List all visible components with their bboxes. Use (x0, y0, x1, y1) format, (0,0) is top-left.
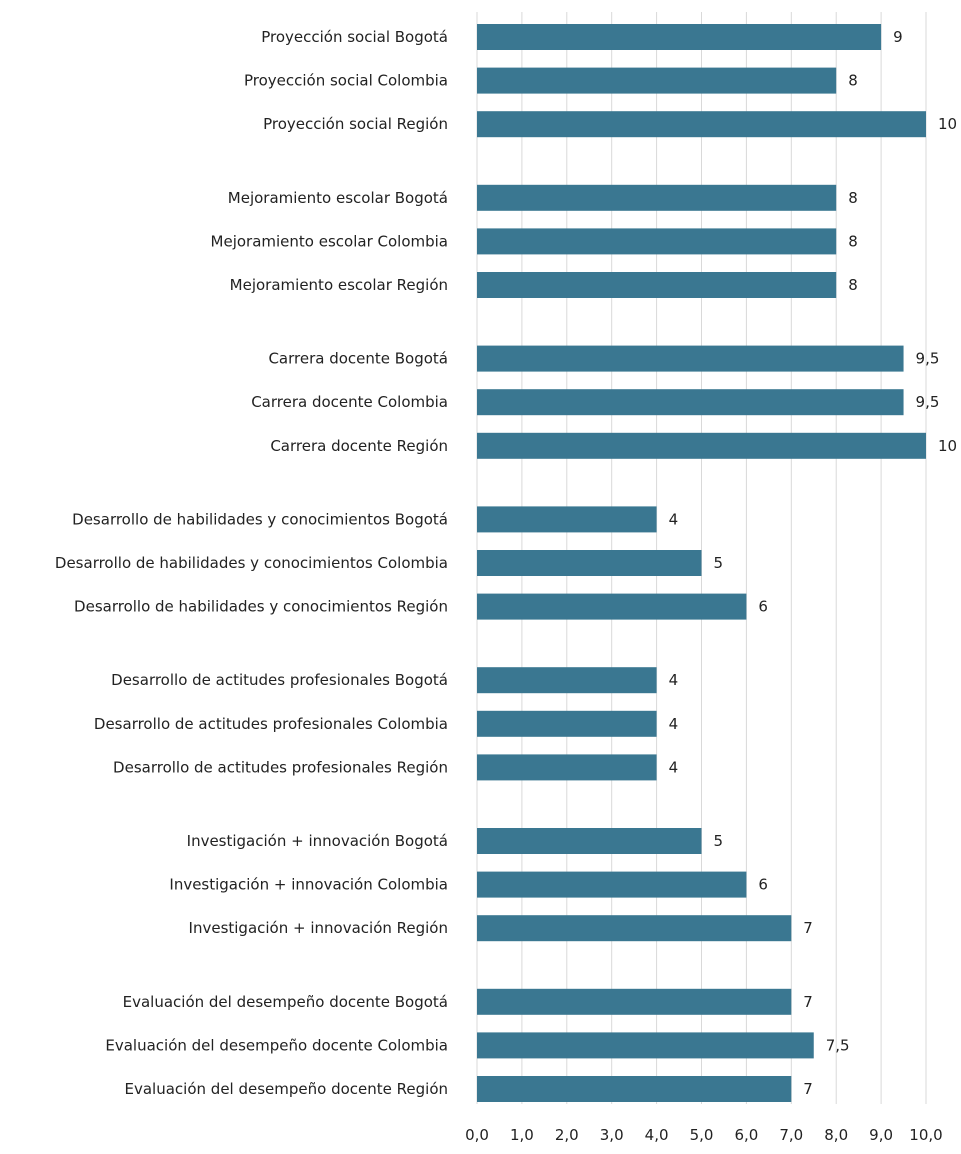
data-label: 9,5 (916, 350, 940, 368)
bar (477, 828, 702, 854)
category-label: Desarrollo de actitudes profesionales Re… (113, 758, 448, 776)
category-label: Desarrollo de actitudes profesionales Co… (94, 715, 448, 733)
bar (477, 871, 747, 898)
category-label: Desarrollo de habilidades y conocimiento… (55, 554, 448, 572)
data-label: 4 (669, 671, 679, 689)
category-label: Evaluación del desempeño docente Bogotá (123, 993, 448, 1011)
category-label: Evaluación del desempeño docente Colombi… (105, 1036, 448, 1054)
category-label: Proyección social Bogotá (261, 28, 448, 46)
bar (477, 1076, 792, 1102)
x-tick-label: 2,0 (555, 1126, 579, 1144)
category-labels: Proyección social Bogotá Proyección socia… (55, 28, 448, 1098)
x-tick-label: 4,0 (645, 1126, 669, 1144)
category-label: Desarrollo de habilidades y conocimiento… (72, 510, 448, 528)
data-label: 7,5 (826, 1036, 850, 1054)
bar (477, 184, 837, 211)
category-label: Mejoramiento escolar Región (230, 276, 448, 294)
category-label: Investigación + innovación Colombia (169, 876, 448, 894)
data-label: 4 (669, 715, 679, 733)
data-label: 8 (848, 232, 858, 250)
x-tick-label: 3,0 (600, 1126, 624, 1144)
category-label: Investigación + innovación Región (189, 919, 448, 937)
data-label: 5 (714, 832, 724, 850)
category-label: Proyección social Región (263, 115, 448, 133)
category-label: Evaluación del desempeño docente Región (125, 1080, 448, 1098)
data-label: 5 (714, 554, 724, 572)
data-label: 8 (848, 276, 858, 294)
data-label: 10 (938, 115, 957, 133)
x-axis-tick-labels: 0,0 1,0 2,0 3,0 4,0 5,0 6,0 7,0 8,0 9,0 10,0 (465, 1126, 943, 1144)
x-tick-label: 6,0 (734, 1126, 758, 1144)
bar (477, 1032, 814, 1059)
bar (477, 593, 747, 620)
category-label: Investigación + innovación Bogotá (187, 832, 448, 850)
bar (477, 432, 926, 459)
bar (477, 710, 657, 737)
bar (477, 915, 792, 942)
data-label: 9 (893, 28, 903, 46)
data-label: 9,5 (916, 393, 940, 411)
bar (477, 228, 837, 255)
category-label: Carrera docente Región (270, 437, 448, 455)
category-label: Mejoramiento escolar Colombia (211, 232, 448, 250)
x-tick-label: 10,0 (909, 1126, 942, 1144)
category-label: Mejoramiento escolar Bogotá (228, 189, 448, 207)
data-label: 7 (803, 993, 813, 1011)
x-tick-label: 5,0 (690, 1126, 714, 1144)
category-label: Desarrollo de actitudes profesionales Bo… (111, 671, 448, 689)
bar (477, 667, 657, 694)
bar (477, 988, 792, 1015)
data-label: 8 (848, 72, 858, 90)
x-tick-label: 1,0 (510, 1126, 534, 1144)
bar (477, 24, 882, 50)
bar (477, 272, 837, 298)
bar (477, 67, 837, 94)
data-label: 7 (803, 1080, 813, 1098)
data-label: 4 (669, 758, 679, 776)
category-label: Carrera docente Bogotá (268, 350, 448, 368)
x-tick-label: 9,0 (869, 1126, 893, 1144)
data-label: 10 (938, 437, 957, 455)
data-label: 7 (803, 919, 813, 937)
x-tick-label: 8,0 (824, 1126, 848, 1144)
bar (477, 506, 657, 533)
bar (477, 389, 904, 416)
bar (477, 345, 904, 372)
bars (477, 24, 926, 1102)
category-label: Carrera docente Colombia (251, 393, 448, 411)
bar (477, 754, 657, 781)
bar (477, 550, 702, 576)
x-tick-label: 0,0 (465, 1126, 489, 1144)
data-label: 4 (669, 510, 679, 528)
data-label: 8 (848, 189, 858, 207)
x-tick-label: 7,0 (779, 1126, 803, 1144)
value-labels: 9 8 10 8 8 8 9,5 9,5 10 4 5 6 4 4 4 5 6 7 7 7,5 7 (669, 28, 957, 1098)
data-label: 6 (758, 598, 768, 616)
category-label: Desarrollo de habilidades y conocimiento… (74, 598, 448, 616)
category-label: Proyección social Colombia (244, 72, 448, 90)
data-label: 6 (758, 876, 768, 894)
bar (477, 111, 926, 138)
